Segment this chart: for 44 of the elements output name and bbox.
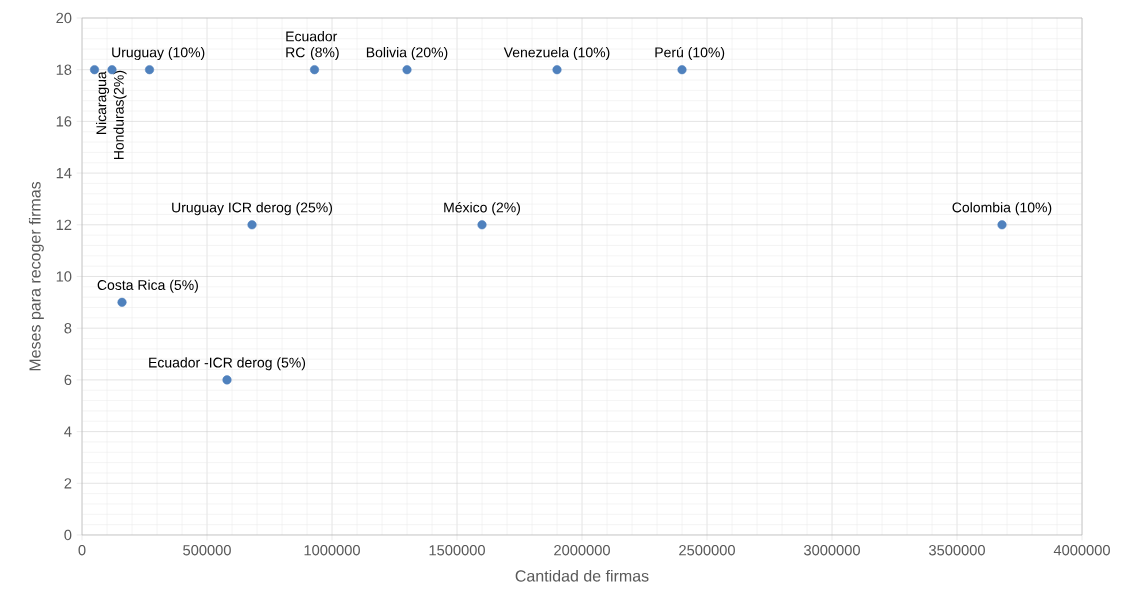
point (247, 220, 257, 230)
y-tick-label: 4 (64, 426, 72, 437)
annotation: Costa Rica (5%) (97, 279, 198, 293)
y-tick-label: 14 (56, 168, 72, 179)
annotation: Ecuador -ICR derog (5%) (149, 357, 306, 371)
y-tick-label: 8 (64, 323, 72, 334)
annotation: Venezuela (10%) (503, 47, 610, 61)
x-tick-label: 3500000 (929, 545, 985, 556)
x-tick-label: 2000000 (554, 545, 610, 556)
point (552, 65, 562, 75)
x-axis-title: Cantidad de firmas (515, 569, 649, 582)
point (677, 65, 687, 75)
point (222, 375, 232, 385)
point (309, 65, 320, 75)
y-tick-label: 0 (64, 529, 72, 541)
y-tick-label: 18 (56, 64, 72, 75)
annotation: México (2%) (444, 201, 520, 216)
point (402, 65, 412, 75)
y-tick-label: 2 (64, 478, 72, 489)
annotation: Uruguay ICR derog (25%) (172, 202, 333, 216)
annotation: Ecuador RC (8%) (286, 31, 339, 61)
annotation: Bolivia (20%) (366, 47, 448, 61)
x-tick-label: 3000000 (804, 545, 860, 556)
point (144, 65, 155, 75)
x-tick-label: 4000000 (1053, 545, 1110, 556)
annotation: Perú (10%) (655, 46, 725, 61)
y-tick-label: 20 (56, 12, 72, 24)
annotation: Nicaragua (95, 71, 110, 134)
x-tick-label: 500000 (183, 545, 231, 556)
x-tick-label: 2500000 (679, 545, 735, 556)
point (117, 297, 127, 307)
x-tick-label: 1000000 (304, 545, 360, 556)
annotation: Uruguay (10%) (112, 47, 205, 61)
x-tick-label: 1500000 (429, 545, 485, 556)
y-tick-label: 6 (64, 374, 72, 386)
annotation: Colombia (10%) (952, 202, 1052, 216)
y-axis-title: Meses para recoger firmas (28, 181, 44, 371)
y-tick-label: 10 (56, 271, 72, 282)
point (997, 220, 1007, 230)
x-tick-label: 0 (78, 545, 86, 556)
y-tick-label: 16 (56, 116, 72, 127)
point (477, 220, 487, 230)
annotation: Honduras(2%) (113, 70, 127, 160)
y-tick-label: 12 (56, 219, 72, 230)
